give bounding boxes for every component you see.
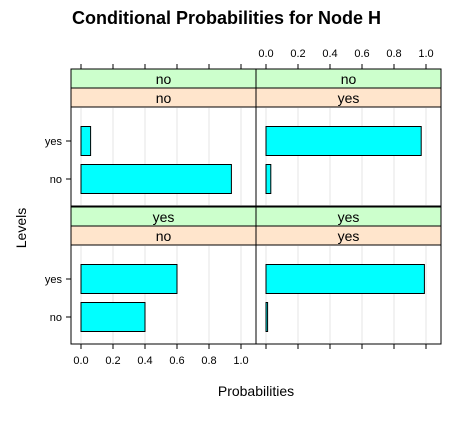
y-tick-label: yes [45,274,63,286]
bar-no [80,302,146,332]
y-tick-label: yes [45,136,63,148]
x-tick-label: 0.0 [258,48,273,60]
x-tick-label: 0.0 [73,355,88,367]
y-tick-label: no [50,312,62,324]
strip-inner-label: no [156,228,172,244]
y-axis-title: Levels [13,208,29,248]
bar-no [80,164,232,194]
plot-border [255,244,442,345]
chart-title: Conditional Probabilities for Node H [72,8,381,28]
panels: no no no yes yes no yes yes [70,68,442,345]
panel-yes-yes: yes yes [255,206,442,345]
plot-area [255,106,442,207]
strip-outer-label: yes [153,209,175,225]
x-tick-label: 0.4 [322,48,337,60]
bar-no [265,164,272,194]
panel-yes-no: yes no [70,206,257,345]
bar-yes [80,264,178,294]
x-axis-title: Probabilities [218,383,294,399]
strip-outer-label: no [156,71,172,87]
axes: yes no yes no 0.0 0.0 0.2 0.2 0.4 0.4 0.6 0.6 0.8 0.8… [45,48,434,367]
x-tick-label: 1.0 [418,48,433,60]
plot-area [255,244,442,345]
bar-yes [80,126,92,156]
x-tick-label: 0.6 [354,48,369,60]
bar-yes [265,264,425,294]
panel-no-no: no no [70,68,257,207]
x-tick-label: 0.6 [169,355,184,367]
x-tick-label: 0.8 [386,48,401,60]
strip-inner-label: yes [338,90,360,106]
x-tick-label: 0.8 [201,355,216,367]
plot-border [255,106,442,207]
bar-no [265,302,269,332]
y-tick-label: no [50,174,62,186]
strip-inner-label: no [156,90,172,106]
x-tick-label: 0.2 [105,355,120,367]
x-tick-label: 0.2 [290,48,305,60]
bar-yes [265,126,422,156]
panel-no-yes: no yes [255,68,442,207]
strip-outer-label: yes [338,209,360,225]
x-tick-label: 1.0 [233,355,248,367]
strip-inner-label: yes [338,228,360,244]
x-tick-label: 0.4 [137,355,152,367]
strip-outer-label: no [341,71,357,87]
